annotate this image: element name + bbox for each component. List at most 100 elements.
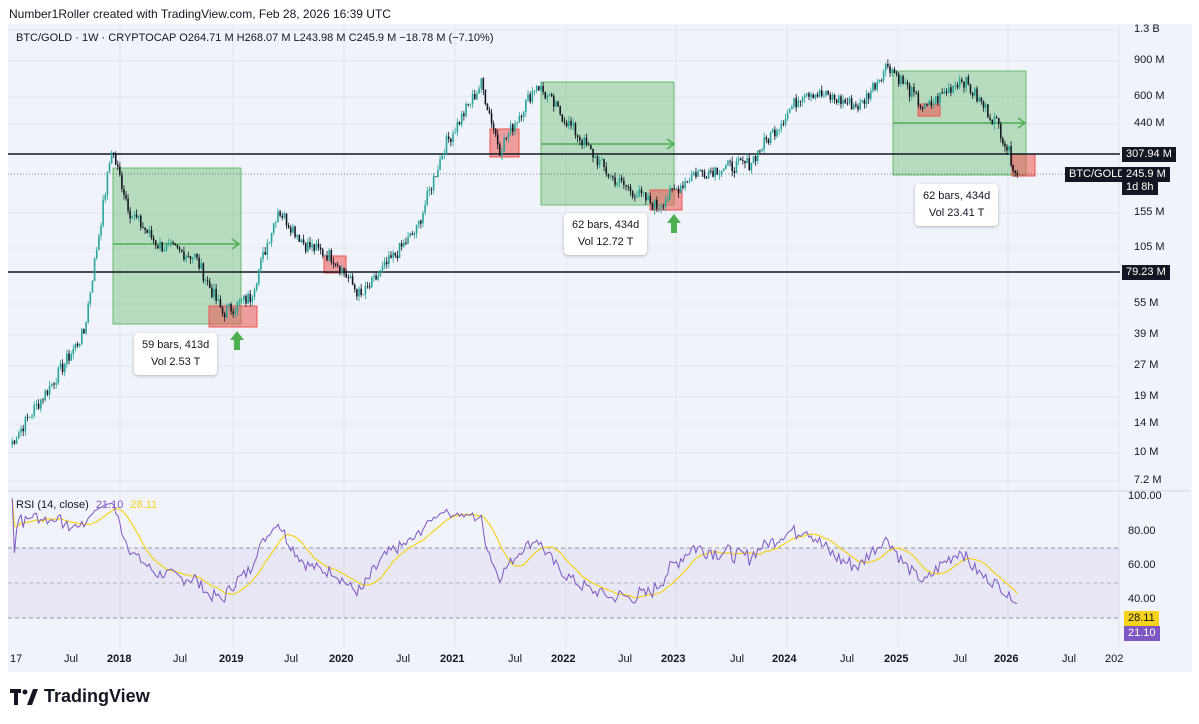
candle-body <box>377 275 380 280</box>
candle-body <box>793 98 795 107</box>
candle-body <box>880 79 883 81</box>
candle-body <box>831 94 834 100</box>
candle-body <box>277 211 279 223</box>
candle-body <box>684 181 686 188</box>
candle-body <box>187 256 190 257</box>
candle-body <box>469 103 472 105</box>
candle-body <box>913 87 915 93</box>
candle-body <box>974 88 976 96</box>
candle-body <box>761 149 763 152</box>
candle-body <box>937 96 939 103</box>
candle-body <box>910 87 913 97</box>
time-axis-tick: Jul <box>618 653 633 665</box>
candle-body <box>954 85 957 87</box>
candle-body <box>484 90 487 105</box>
candle-body <box>226 306 228 318</box>
candle-body <box>835 99 838 103</box>
candle-body <box>289 227 292 233</box>
candle-body <box>707 170 710 178</box>
candle-body <box>396 255 399 259</box>
candle-body <box>710 170 712 172</box>
candle-body <box>11 440 14 445</box>
candle-body <box>196 253 198 258</box>
candle-body <box>627 186 630 188</box>
candle-body <box>660 206 663 209</box>
countdown-tag: 1d 8h <box>1122 180 1158 195</box>
time-axis-tick: Jul <box>953 653 968 665</box>
candle-body <box>1004 143 1006 147</box>
candle-body <box>812 94 815 99</box>
candle-body <box>690 174 693 181</box>
candle-body <box>492 123 495 129</box>
candle-body <box>874 83 876 90</box>
candle-body <box>535 85 538 91</box>
candle-body <box>971 92 974 96</box>
candle-body <box>78 343 81 346</box>
candle-body <box>527 94 529 100</box>
candle-body <box>204 280 207 282</box>
candle-body <box>381 266 384 271</box>
candle-body <box>976 88 978 102</box>
candle-body <box>409 233 411 237</box>
chart-header: Number1Roller created with TradingView.c… <box>9 7 391 21</box>
up-arrow-2 <box>667 214 681 233</box>
up-arrow-1 <box>230 331 244 350</box>
candle-body <box>59 363 62 368</box>
candle-body <box>264 251 266 255</box>
candle-body <box>131 215 134 219</box>
candle-body <box>219 299 222 308</box>
candle-body <box>420 220 422 224</box>
candle-body <box>268 242 271 244</box>
candle-body <box>208 281 211 288</box>
tradingview-logo[interactable]: TradingView <box>10 686 150 707</box>
candle-body <box>247 293 249 304</box>
measure-label-2018: 59 bars, 413d Vol 2.53 T <box>134 333 218 375</box>
candle-body <box>505 138 508 139</box>
candle-body <box>844 99 847 103</box>
candle-body <box>889 66 891 74</box>
candle-body <box>383 261 386 267</box>
candle-body <box>503 138 505 152</box>
candle-body <box>255 283 258 290</box>
time-axis-tick: 202 <box>1105 653 1124 665</box>
candle-body <box>872 83 874 91</box>
candle-body <box>83 329 85 334</box>
candle-body <box>467 103 470 105</box>
candle-body <box>861 100 864 103</box>
candle-body <box>810 94 812 97</box>
measure-label-2025: 62 bars, 434d Vol 23.41 T <box>915 184 999 226</box>
candle-body <box>460 113 463 125</box>
time-axis-tick: 2021 <box>440 653 465 665</box>
candle-body <box>542 85 544 92</box>
candle-body <box>437 170 439 177</box>
candle-body <box>895 72 898 74</box>
candle-body <box>302 239 305 244</box>
candle-body <box>555 101 557 107</box>
candle-body <box>345 273 348 278</box>
candle-body <box>482 78 485 91</box>
price-axis-tick: 7.2 M <box>1134 474 1162 486</box>
candle-body <box>993 117 996 125</box>
candle-body <box>80 329 83 344</box>
rsi-axis-tick: 40.00 <box>1128 593 1156 605</box>
candle-body <box>213 288 215 298</box>
candle-body <box>520 116 523 118</box>
candle-body <box>590 144 592 149</box>
measure-label-line1: 59 bars, 413d <box>142 339 210 351</box>
rsi-ma-tag: 28.11 <box>1124 611 1159 626</box>
candle-body <box>941 92 944 94</box>
candle-body <box>285 213 288 226</box>
candle-body <box>956 85 959 88</box>
candle-body <box>891 69 894 74</box>
candle-body <box>454 132 456 134</box>
candle-body <box>407 236 409 244</box>
candle-body <box>829 94 832 100</box>
candle-body <box>368 286 371 288</box>
candle-body <box>594 156 597 158</box>
candle-body <box>878 79 881 82</box>
candle-body <box>625 185 627 187</box>
candle-body <box>550 94 553 97</box>
candle-body <box>228 303 230 307</box>
candle-body <box>445 136 448 154</box>
